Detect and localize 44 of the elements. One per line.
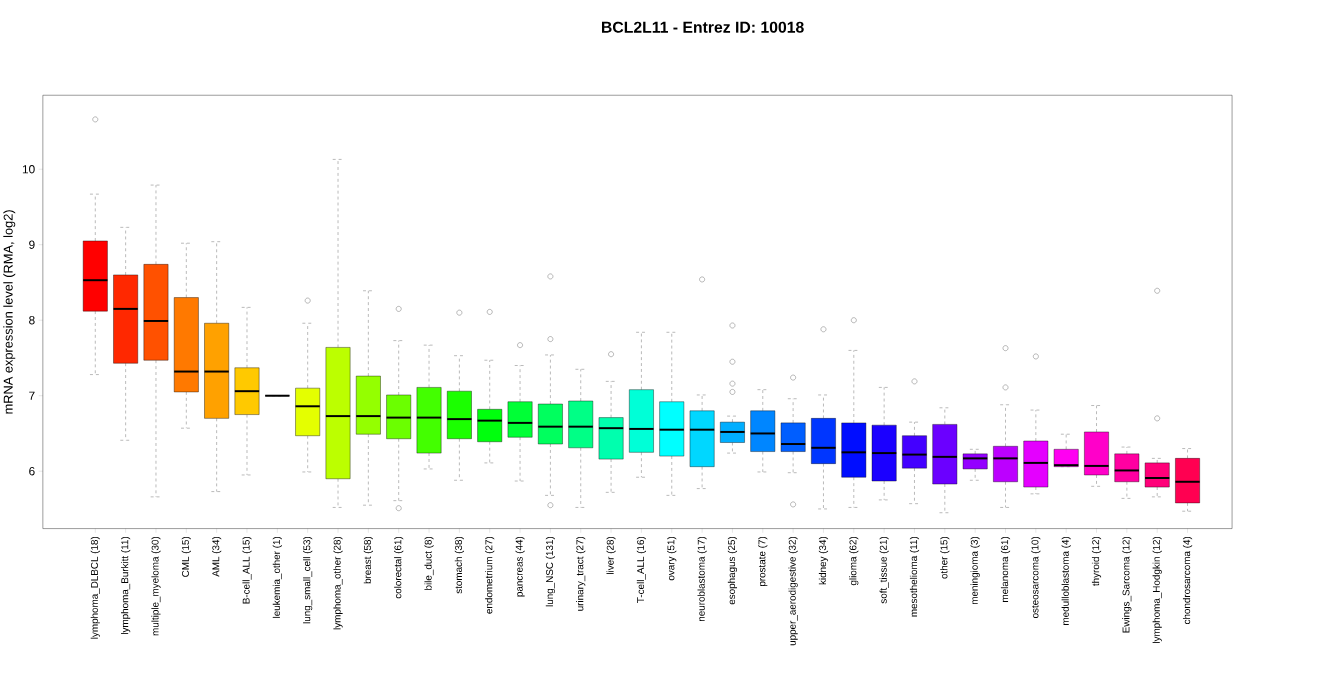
x-tick-label: prostate (7): [758, 537, 768, 587]
x-tick-label: glioma (62): [849, 537, 859, 586]
y-tick-label: 7: [29, 391, 35, 400]
x-tick-label: chondrosarcoma (4): [1182, 537, 1193, 625]
y-tick-label: 9: [29, 240, 35, 250]
x-tick-label: medulloblastoma (4): [1061, 537, 1071, 626]
x-tick-label: esophagus (25): [727, 537, 738, 605]
x-tick-label: Ewings_Sarcoma (12): [1122, 537, 1132, 633]
x-tick-label: neuroblastoma (17): [697, 537, 707, 622]
x-tick-label: B-cell_ALL (15): [242, 537, 252, 604]
x-tick-label: colorectal (61): [394, 537, 404, 599]
x-tick-label: stomach (38): [454, 537, 464, 594]
x-tick-label: CML (15): [181, 537, 191, 578]
x-tick-label: lymphoma_other (28): [333, 537, 343, 630]
x-tick-label: soft_tissue (21): [879, 537, 889, 604]
x-tick-label: bile_duct (8): [424, 537, 434, 591]
x-tick-label: leukemia_other (1): [272, 537, 282, 618]
x-tick-label: breast (58): [363, 537, 373, 584]
x-tick-label: liver (28): [606, 537, 616, 575]
x-tick-label: meningioma (3): [970, 537, 980, 605]
chart-title: BCL2L11 - Entrez ID: 10018: [602, 21, 804, 33]
x-tick-label: lymphoma_Burkitt (11): [121, 537, 131, 635]
x-tick-label: mesothelioma (11): [909, 537, 920, 617]
x-tick-label: kidney (34): [818, 537, 829, 585]
y-tick-label: 10: [22, 165, 35, 174]
x-tick-label: urinary_tract (27): [576, 537, 586, 611]
x-tick-label: ovary (51): [667, 537, 677, 581]
x-tick-label: upper_aerodigestive (32): [788, 537, 798, 646]
x-tick-label: melanoma (61): [1000, 537, 1011, 603]
x-tick-label: other (15): [940, 537, 950, 579]
y-tick-label: 6: [29, 467, 35, 476]
y-axis-title: mRNA expression level (RMA, log2): [3, 210, 16, 414]
x-tick-label: thyroid (12): [1091, 537, 1102, 587]
x-tick-label: AML (34): [212, 537, 222, 577]
x-tick-label: pancreas (44): [515, 537, 525, 597]
y-tick-label: 8: [29, 316, 35, 325]
x-tick-label: osteosarcoma (10): [1031, 537, 1041, 619]
x-tick-label: lung_small_cell (53): [303, 537, 313, 624]
x-tick-label: lymphoma_DLBCL (18): [90, 537, 100, 639]
x-tick-label: lymphoma_Hodgkin (12): [1152, 537, 1162, 644]
x-tick-label: lung_NSC (131): [545, 537, 555, 607]
x-tick-label: multiple_myeloma (30): [151, 537, 161, 636]
x-tick-label: endometrium (27): [485, 537, 495, 614]
x-tick-label: T-cell_ALL (16): [636, 537, 647, 604]
